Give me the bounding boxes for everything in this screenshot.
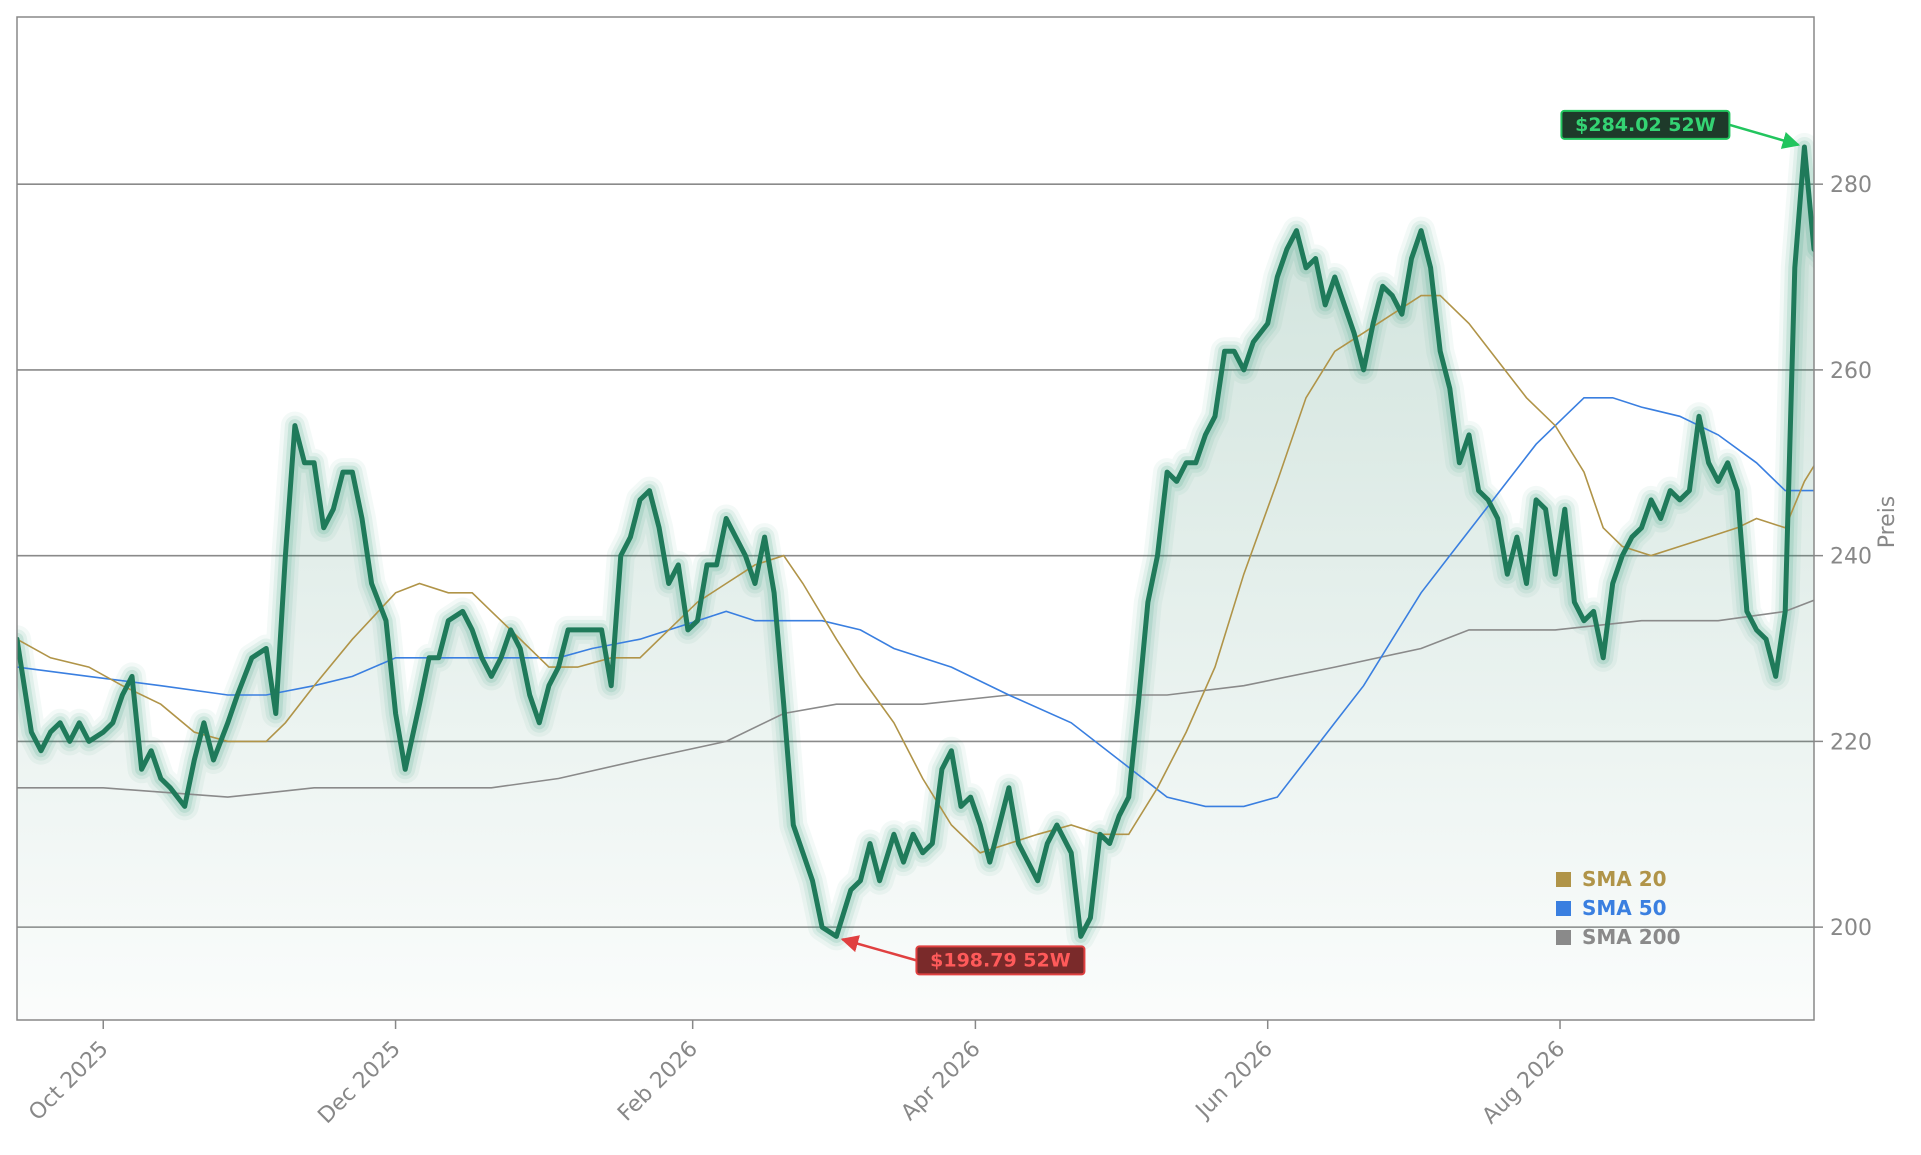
price-line — [17, 144, 1814, 939]
legend: SMA 20 SMA 50 SMA 200 — [1556, 867, 1681, 949]
legend-label: SMA 20 — [1582, 867, 1667, 891]
x-tick-label: Oct 2025 — [24, 1037, 113, 1126]
sma-200-line — [17, 599, 1814, 798]
legend-label: SMA 50 — [1582, 896, 1667, 920]
y-tick-label: 240 — [1830, 545, 1872, 570]
x-axis: Oct 2025 Dec 2025 Feb 2026 Apr 2026 Jun 2026… — [24, 1020, 1570, 1129]
y-axis: 200 220 240 260 280 — [1814, 173, 1872, 941]
legend-item: SMA 20 — [1556, 867, 1667, 891]
low-52w-annotation: $198.79 52W — [840, 935, 1086, 976]
legend-swatch — [1556, 872, 1571, 887]
plot-frame — [16, 16, 1815, 1021]
annotations: $284.02 52W $198.79 52W — [840, 109, 1801, 976]
annotation-label: $284.02 52W — [1575, 114, 1716, 136]
legend-swatch — [1556, 901, 1571, 916]
annotation-arrow — [1729, 123, 1801, 149]
y-tick-label: 200 — [1830, 916, 1872, 941]
high-52w-annotation: $284.02 52W — [1560, 109, 1801, 149]
annotation-arrow — [840, 935, 917, 962]
legend-item: SMA 50 — [1556, 896, 1667, 920]
x-tick-label: Feb 2026 — [613, 1037, 703, 1127]
y-axis-label: Preis — [1875, 496, 1900, 549]
legend-item: SMA 200 — [1556, 925, 1681, 949]
annotation-box — [1560, 109, 1731, 140]
x-tick-label: Apr 2026 — [897, 1037, 986, 1126]
x-tick-label: Dec 2025 — [313, 1037, 405, 1129]
y-tick-label: 280 — [1830, 173, 1872, 198]
x-tick-label: Jun 2026 — [1190, 1037, 1278, 1125]
x-tick-label: Aug 2026 — [1478, 1037, 1571, 1130]
legend-swatch — [1556, 930, 1571, 945]
legend-label: SMA 200 — [1582, 925, 1681, 949]
annotation-label: $198.79 52W — [930, 949, 1071, 971]
y-tick-label: 220 — [1830, 730, 1872, 755]
annotation-box — [915, 945, 1086, 976]
y-tick-label: 260 — [1830, 359, 1872, 384]
